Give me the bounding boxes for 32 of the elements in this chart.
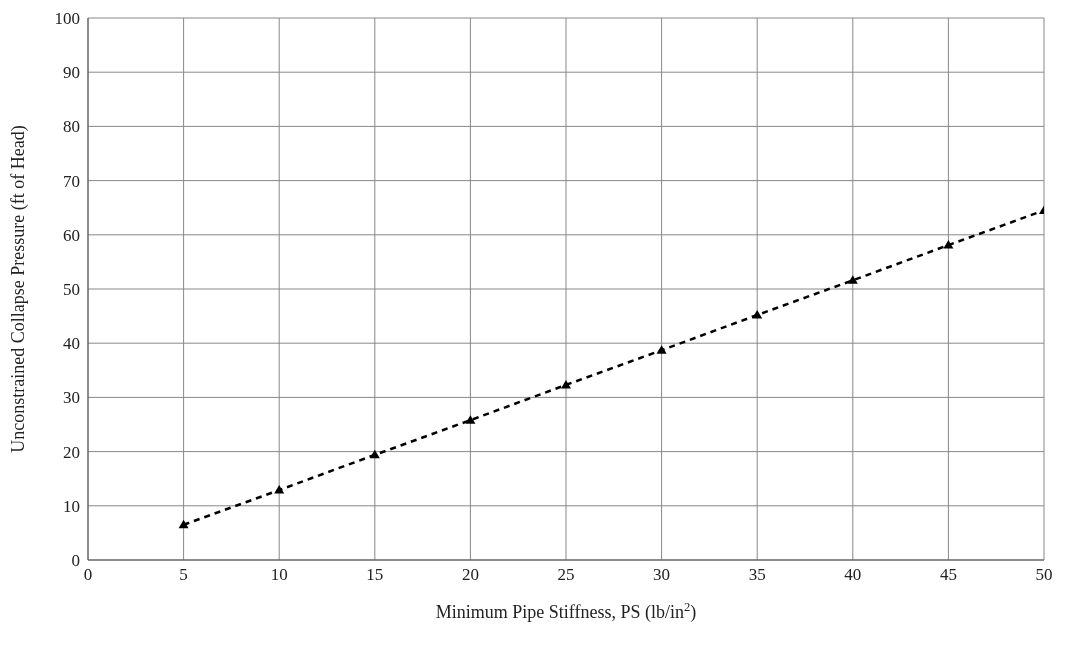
y-tick-label: 40 — [63, 334, 80, 354]
point — [274, 485, 285, 494]
x-tick-label: 20 — [461, 565, 479, 585]
y-tick-label: 30 — [63, 388, 80, 408]
x-tick-label: 40 — [844, 565, 862, 585]
y-tick-label: 50 — [63, 280, 80, 300]
y-tick-label: 0 — [71, 551, 80, 571]
y-tick-label: 20 — [63, 442, 80, 462]
x-tick-label: 35 — [748, 565, 766, 585]
point — [943, 240, 954, 249]
x-tick-label: 10 — [270, 565, 288, 585]
x-tick-label: 5 — [179, 565, 188, 585]
x-tick-label: 25 — [557, 565, 575, 585]
y-axis-title: Unconstrained Collapse Pressure (ft of Head) — [8, 125, 30, 453]
y-tick-label: 10 — [63, 496, 80, 516]
y-tick-label: 90 — [63, 63, 80, 83]
x-tick-label: 45 — [939, 565, 957, 585]
point — [465, 415, 476, 424]
x-tick-label: 50 — [1035, 565, 1053, 585]
x-tick-label: 0 — [83, 565, 93, 585]
point — [752, 310, 763, 319]
y-tick-label: 60 — [63, 225, 80, 245]
x-tick-label: 15 — [366, 565, 384, 585]
x-tick-label: 30 — [653, 565, 671, 585]
point — [369, 449, 380, 459]
point — [656, 345, 667, 354]
y-tick-label: 70 — [63, 171, 80, 191]
point — [847, 275, 858, 284]
point — [178, 519, 189, 529]
y-tick-label: 100 — [54, 9, 80, 29]
y-tick-label: 80 — [63, 117, 80, 137]
x-axis-title: Minimum Pipe Stiffness, PS (lb/in$^{2}$) — [435, 600, 697, 623]
